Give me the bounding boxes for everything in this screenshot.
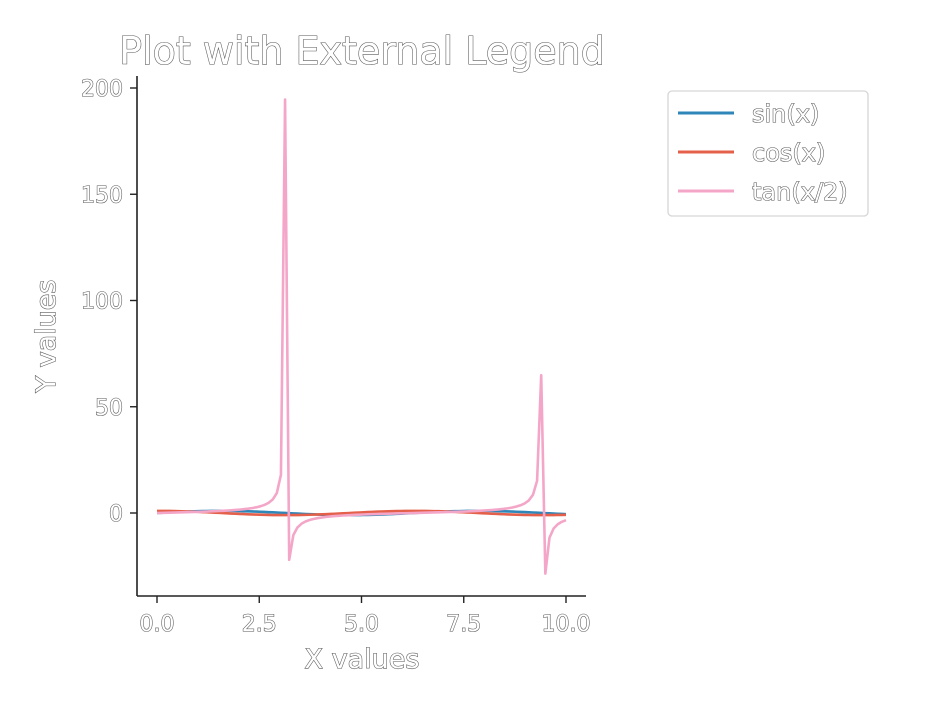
x-tick-label: 0.0 — [140, 612, 175, 637]
x-tick-label: 5.0 — [344, 612, 379, 637]
x-tick-label: 10.0 — [542, 612, 591, 637]
legend: sin(x) cos(x) tan(x/2) — [667, 90, 869, 217]
x-tick-label: 7.5 — [446, 612, 481, 637]
series-line-1 — [156, 509, 567, 517]
y-tick-label: 0 — [109, 502, 123, 527]
axes — [136, 76, 586, 597]
x-axis-label: X values — [305, 644, 420, 675]
x-tick-label: 2.5 — [242, 612, 277, 637]
y-axis-label: Y values — [31, 280, 62, 394]
series-line-2 — [156, 98, 567, 575]
ticks: 0.0 2.5 5.0 7.5 10.0 0 50 100 150 200 — [80, 76, 591, 637]
y-tick-label: 200 — [81, 77, 123, 102]
legend-label-1: cos(x) — [752, 139, 825, 167]
plot-area — [156, 98, 567, 575]
chart-title: Plot with External Legend — [119, 29, 605, 73]
y-tick-label: 150 — [81, 183, 123, 208]
legend-label-0: sin(x) — [752, 100, 819, 128]
legend-label-2: tan(x/2) — [752, 178, 848, 206]
y-tick-label: 50 — [95, 396, 123, 421]
legend-box — [667, 90, 869, 217]
y-tick-label: 100 — [81, 290, 123, 315]
